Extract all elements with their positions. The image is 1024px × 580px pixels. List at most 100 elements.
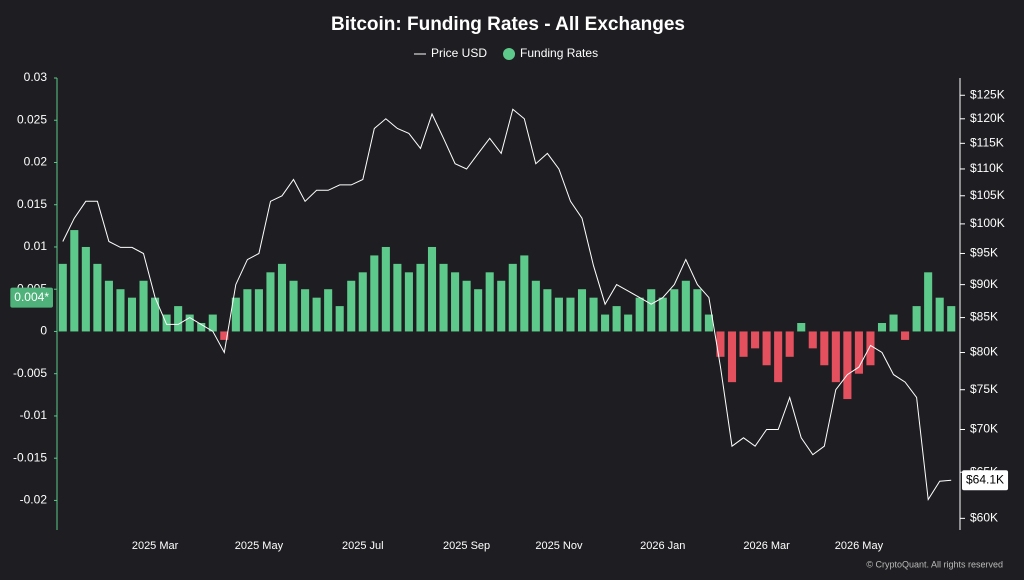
y-tick-label: 0.015 [17,197,47,211]
x-tick-label: 2026 Mar [743,540,790,552]
funding-bar [416,263,425,332]
funding-bar [404,272,413,332]
funding-bar [739,331,748,357]
funding-bar [924,272,933,332]
current-value-text: $64.1K [966,472,1004,486]
funding-bar [935,297,944,332]
funding-bar [508,263,517,332]
x-tick-label: 2026 Jan [640,540,685,552]
funding-bar [797,323,806,332]
funding-bar [370,255,379,332]
funding-bar [762,331,771,366]
y-tick-label: 0.02 [24,155,48,169]
current-value-box [10,287,53,308]
funding-bar [901,331,910,340]
funding-bar [312,297,321,332]
funding-bar [127,297,137,332]
y2-tick-label: $110K [970,161,1004,175]
funding-bar [670,289,679,332]
funding-bar [681,280,690,332]
current-value-box [962,470,1009,491]
y2-tick-label: $70K [970,422,998,436]
price-line [62,108,952,501]
funding-bar [451,272,460,332]
funding-bar [624,314,633,332]
current-value-label: $64.1K [962,470,1009,491]
funding-bar [912,306,921,332]
funding-bar [877,323,887,332]
y2-tick-label: $85K [970,310,998,324]
funding-bar [866,331,875,366]
current-value-text: 0.004* [14,290,49,304]
funding-bar [243,289,252,332]
x-tick-label: 2025 May [235,540,284,552]
funding-bar [266,272,275,332]
funding-bar [831,331,840,383]
funding-bar [820,331,829,366]
funding-bar [612,306,621,332]
funding-bar [589,297,598,332]
funding-bar [462,280,471,332]
funding-bar [716,331,725,357]
funding-bar [174,306,183,332]
funding-bar [854,331,863,374]
y-tick-label: 0.03 [24,70,48,84]
funding-bar [301,289,310,332]
funding-bar [139,280,148,332]
y2-tick-label: $100K [970,216,1005,230]
funding-bar [751,331,760,349]
funding-bar [104,280,113,332]
y-tick-label: 0 [40,324,47,338]
funding-bar [231,297,240,332]
funding-bar [577,289,587,332]
x-tick-label: 2025 Mar [132,540,179,552]
funding-bar [554,297,563,332]
funding-bar [485,272,494,332]
funding-bar [785,331,794,357]
funding-bar [347,280,356,332]
funding-bar [220,331,229,340]
y-tick-label: -0.005 [13,366,47,380]
funding-bar [543,289,552,332]
funding-bar [70,230,79,332]
funding-bar [658,297,667,332]
funding-bar [197,323,206,332]
chart-title: Bitcoin: Funding Rates - All Exchanges [331,14,685,35]
funding-bar [601,314,610,332]
y-tick-label: 0.025 [17,112,47,126]
funding-bar [254,289,263,332]
funding-bar [58,263,67,332]
funding-bar [81,246,90,332]
y2-tick-label: $120K [970,111,1005,125]
funding-bar [335,306,344,332]
funding-bar [474,289,483,332]
funding-bar [324,289,333,332]
funding-bar [566,297,575,332]
y-tick-label: -0.02 [20,493,48,507]
funding-bar [116,289,125,332]
y-tick-label: -0.015 [13,450,47,464]
x-tick-label: 2025 Sep [443,540,490,552]
y2-tick-label: $95K [970,246,998,260]
funding-bar [427,246,437,332]
y-tick-label: -0.01 [20,408,48,422]
legend-label: Funding Rates [520,46,598,60]
funding-bar [208,314,217,332]
x-tick-label: 2025 Nov [535,540,583,552]
funding-bar [727,331,737,383]
funding-bar [162,314,171,332]
legend-label: Price USD [431,46,487,60]
funding-bar [704,314,713,332]
funding-bar [889,314,898,332]
funding-bar [774,331,783,383]
funding-bar [520,255,529,332]
credit: © CryptoQuant. All rights reserved [866,559,1003,569]
y2-tick-label: $80K [970,345,998,359]
funding-bar [693,289,702,332]
funding-bar [947,306,956,332]
y2-tick-label: $125K [970,87,1005,101]
y2-tick-label: $115K [970,135,1004,149]
funding-bar [393,263,402,332]
